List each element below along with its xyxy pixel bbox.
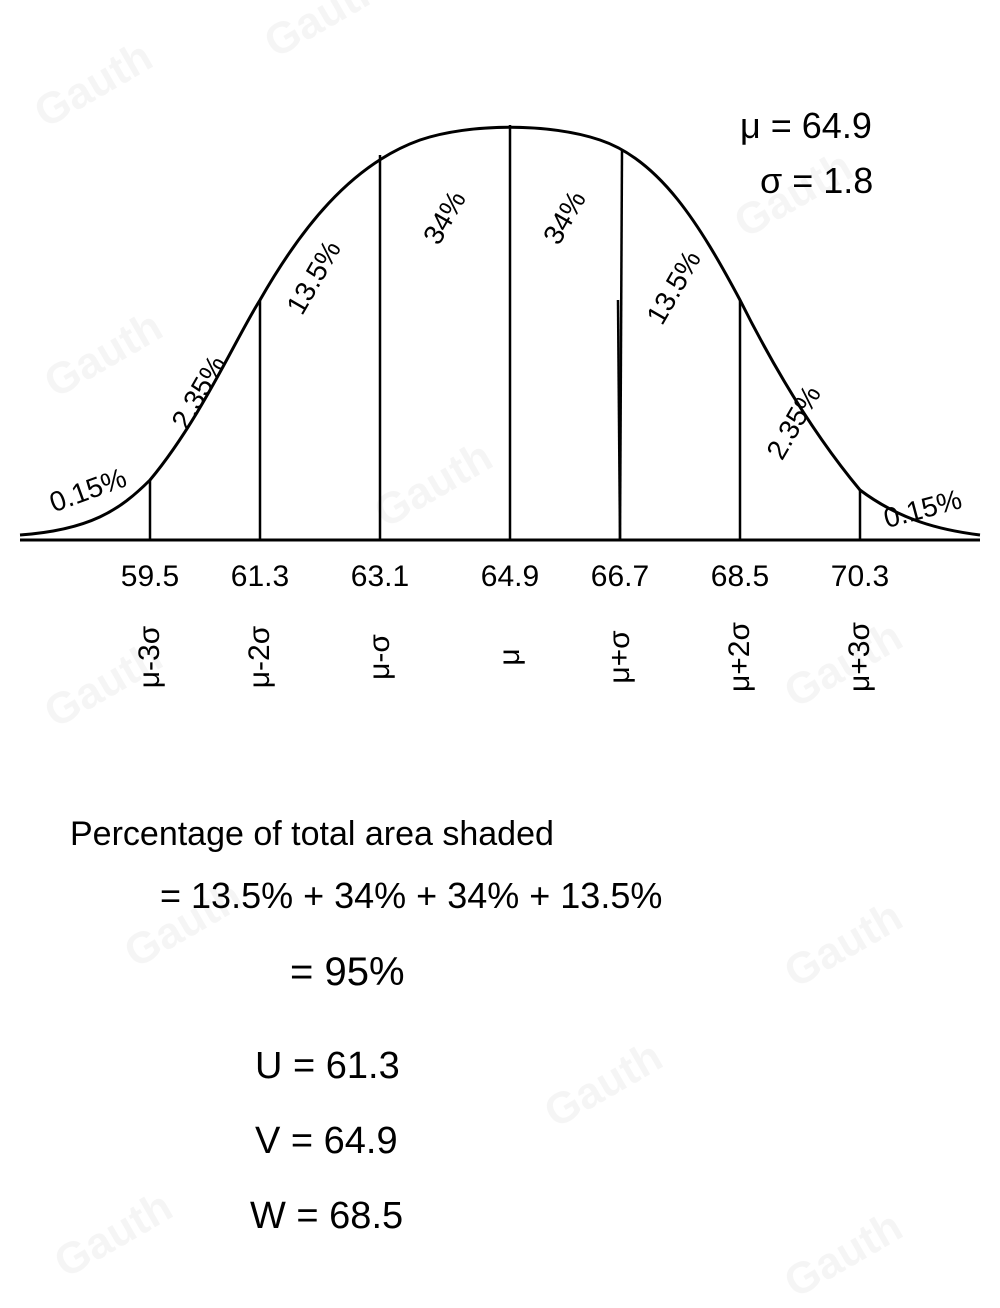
- watermark: Gauth: [536, 1032, 671, 1139]
- answer-u: U = 61.3: [255, 1045, 400, 1088]
- sigma-label: μ+3σ: [843, 622, 877, 692]
- sigma-label: μ-2σ: [243, 626, 277, 688]
- x-tick-label: 63.1: [351, 560, 409, 594]
- answer-v: V = 64.9: [255, 1120, 398, 1163]
- sigma-label: μ+2σ: [723, 622, 757, 692]
- watermark: Gauth: [776, 892, 911, 999]
- watermark: Gauth: [46, 1182, 181, 1289]
- watermark: Gauth: [776, 1202, 911, 1308]
- work-line2: = 13.5% + 34% + 34% + 13.5%: [160, 875, 662, 917]
- x-tick-label: 66.7: [591, 560, 649, 594]
- page: { "watermark": { "text": "Gauth" }, "par…: [0, 0, 1000, 1304]
- x-tick-label: 59.5: [121, 560, 179, 594]
- sigma-label: μ: [493, 648, 527, 665]
- work-line3: = 95%: [290, 950, 405, 995]
- bell-curve-path: [20, 127, 980, 535]
- answer-w: W = 68.5: [250, 1195, 403, 1238]
- x-tick-label: 64.9: [481, 560, 539, 594]
- x-tick-label: 70.3: [831, 560, 889, 594]
- sigma-label: μ-3σ: [133, 626, 167, 688]
- work-line1: Percentage of total area shaded: [70, 815, 554, 854]
- sigma-label: μ+σ: [603, 630, 637, 683]
- sigma-label: μ-σ: [363, 634, 397, 680]
- x-tick-label: 68.5: [711, 560, 769, 594]
- x-tick-label: 61.3: [231, 560, 289, 594]
- vline-5b: [618, 300, 620, 540]
